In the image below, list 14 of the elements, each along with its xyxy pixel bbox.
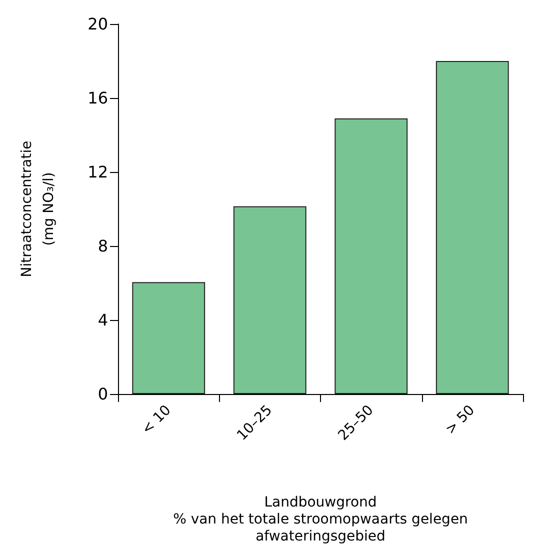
- y-tick-label: 12: [88, 162, 108, 182]
- bar: [334, 118, 408, 394]
- y-tick-label: 16: [88, 88, 108, 108]
- x-tick-label: < 10: [138, 402, 174, 438]
- y-tick-label: 0: [98, 384, 108, 404]
- x-tick-label: > 50: [442, 402, 478, 438]
- bar: [132, 282, 206, 394]
- y-axis-title: Nitraatconcentratie (mg NO₃/l): [19, 140, 57, 278]
- bar: [233, 206, 306, 394]
- x-axis-title: Landbouwgrond % van het totale stroomopwaarts gelegen afwateringsgebied: [173, 494, 468, 544]
- bar: [436, 61, 509, 394]
- y-tick-label: 8: [98, 236, 108, 256]
- y-tick-label: 20: [88, 14, 108, 34]
- y-tick-label: 4: [98, 310, 108, 330]
